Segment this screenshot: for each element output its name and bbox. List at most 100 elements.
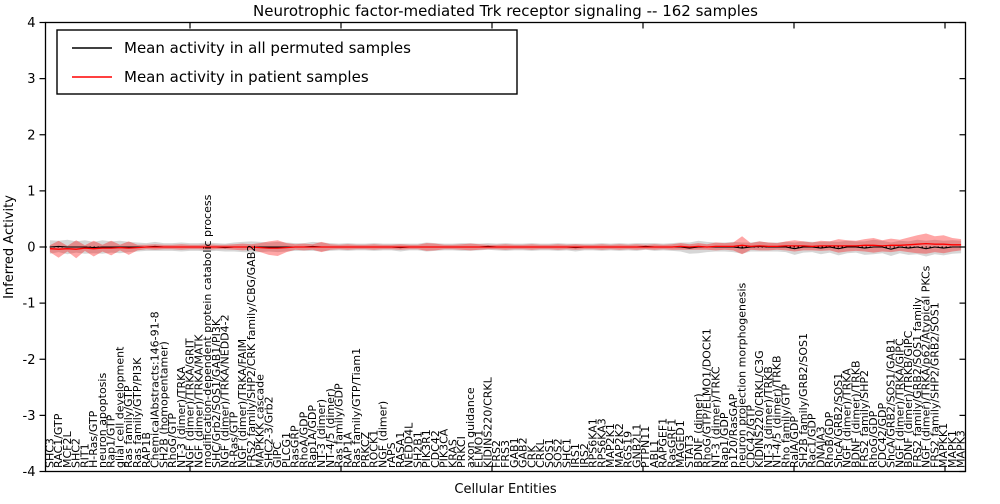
- x-tick-label: NGF (dimer)/TRKA/MATK: [192, 334, 205, 468]
- x-tick-label: FRS2 family/GRB2/SOS1 family: [911, 297, 924, 468]
- x-tick-label: Rap1A/GDP: [306, 405, 319, 468]
- x-tick-label: ShcA/GRB2/SOS1/GAB1: [885, 338, 898, 468]
- x-tick-label: PRKCZ: [359, 431, 372, 468]
- legend-label: Mean activity in all permuted samples: [124, 39, 411, 57]
- x-tick-label: GAB1: [508, 437, 521, 468]
- x-tick-label: RAC1/GTP: [52, 413, 65, 468]
- x-tick-label: GIPC: [271, 442, 284, 468]
- x-tick-label: RGS19: [622, 431, 635, 468]
- x-tick-label: MAPK3: [955, 430, 968, 468]
- x-tick-label: FRS3: [499, 440, 512, 468]
- x-tick-label: ELMO1: [473, 430, 486, 468]
- x-tick-label: RASA1: [394, 432, 407, 468]
- x-tick-label: NGF (dimer)/TRKA/NEDD4-2: [219, 314, 232, 468]
- x-tick-label: NT-3 (dimer): [315, 399, 328, 468]
- x-tick-label: CDC42: [429, 430, 442, 468]
- x-tick-label: NT-4/5 (dimer)/TRKB: [771, 355, 784, 468]
- x-tick-label: MAPKK1: [937, 423, 950, 468]
- x-tick-label: NEDD4L: [403, 422, 416, 468]
- x-tick-label: NGF (dimer)/TRKA/GRIT: [184, 338, 197, 468]
- x-tick-label: RhoG/GTP/ELMO1/DOCK1: [701, 328, 714, 468]
- x-tick-label: GAB2: [517, 437, 530, 468]
- x-tick-label: FRS2 family/SHP2: [858, 370, 871, 468]
- x-tick-label: DNAJA3: [814, 426, 827, 468]
- x-tick-label: ShcA/GRB2/SOS1: [832, 373, 845, 468]
- x-tick-label: NGF (dimer): [376, 401, 389, 468]
- x-tick-label: MAPKKK cascade: [254, 374, 267, 468]
- x-tick-label: CRK: [525, 445, 538, 468]
- x-tick-label: NT-3 (dimer)/TRKB: [762, 366, 775, 468]
- x-tick-label: PIK3R1: [420, 429, 433, 468]
- x-tick-label: SHC/Grb2/SOS1/GAB1/PI3K: [210, 318, 223, 468]
- x-tick-label: Rap1/GTP: [105, 414, 118, 468]
- y-tick-label: 4: [27, 16, 35, 31]
- y-tick-label: -1: [23, 297, 36, 312]
- x-tick-label: RalA/GDP: [788, 416, 801, 468]
- x-tick-label: axon guidance: [464, 387, 477, 468]
- x-tick-label: Ras family/GDP: [333, 383, 346, 468]
- y-tick-label: 2: [27, 128, 35, 143]
- x-tick-label: SOS2: [552, 438, 565, 468]
- x-tick-label: RAP1A: [341, 432, 354, 468]
- x-tick-label: p120/RasGAP: [727, 393, 740, 468]
- x-tick-label: NGF (dimer)/TRKA/FAIM: [236, 339, 249, 468]
- x-tick-label: MCF2L: [61, 431, 74, 468]
- x-tick-label: FRS2 family/SHP2/GRB2/SOS1: [928, 302, 941, 468]
- x-tick-label: MAPK1: [946, 430, 959, 468]
- y-tick-label: 3: [27, 72, 35, 87]
- patient-band: [49, 233, 962, 259]
- y-tick-label: -2: [23, 353, 36, 368]
- x-tick-label: NT-3 (dimer)/TRKA: [175, 366, 188, 468]
- x-tick-label: BDNF (dimer)/TRKB/GIPC: [902, 330, 915, 468]
- x-tick-label: RAPGEF1: [657, 418, 670, 468]
- x-tick-label: SHC2: [70, 438, 83, 468]
- x-tick-label: RhoG/GDP: [867, 410, 880, 468]
- x-tick-label: SH2B1: [411, 431, 424, 468]
- x-tick-label: neuron apoptosis: [96, 373, 109, 468]
- x-tick-label: KIDINS220/CRKL/C3G: [753, 350, 766, 468]
- x-tick-label: SHC2-3/Grb2: [262, 396, 275, 468]
- x-tick-label: RhoA/GDP: [298, 411, 311, 468]
- patient-mean-line: [49, 242, 962, 250]
- x-tick-label: MAGED1: [674, 420, 687, 468]
- x-tick-label: neuron projection morphogenesis: [736, 282, 749, 468]
- x-tick-label: RhoB/GDP: [823, 411, 836, 468]
- x-tick-label: RIT1: [78, 443, 91, 468]
- x-tick-label: IRS1: [569, 443, 582, 468]
- x-tick-label: SH2B family/GRB2/SOS1: [797, 333, 810, 468]
- x-tick-label: NGF (dimer)/TRKA/GIPC: [893, 338, 906, 468]
- chart-title: Neurotrophic factor-mediated Trk recepto…: [253, 2, 758, 20]
- x-tick-label: SOS1: [543, 438, 556, 468]
- x-tick-label: H-Ras/GTP: [87, 410, 100, 468]
- x-tick-label: rAPS: [385, 442, 398, 468]
- x-tick-label: SHC3: [43, 438, 56, 468]
- x-tick-label: ChemicalAbstracts:146-91-8: [149, 311, 162, 468]
- y-axis-label: Inferred Activity: [2, 195, 17, 299]
- x-tick-label: FRS2 family/SHP2/CRK family/CBG/GAB2: [245, 245, 258, 468]
- y-tick-label: 0: [27, 241, 35, 256]
- x-tick-label: glial cell development: [114, 346, 127, 468]
- x-tick-label: NGF (dimer)/TRKA: [841, 368, 854, 468]
- x-tick-label: CRKL: [534, 438, 547, 468]
- y-tick-label: -3: [23, 409, 36, 424]
- x-tick-label: BDNF (dimer)/TRKB: [850, 360, 863, 468]
- x-tick-label: IRS2: [578, 443, 591, 468]
- x-tick-label: RPS6KA1: [587, 418, 600, 468]
- x-tick-label: CDC42/GDP: [876, 402, 889, 468]
- x-tick-label: PTPN11: [639, 426, 652, 468]
- x-tick-label: RasGRF1: [666, 419, 679, 468]
- x-tick-label: KIDINS220/CRKL: [482, 376, 495, 468]
- y-tick-label: -4: [23, 465, 36, 480]
- x-tick-label: RAP1B: [140, 432, 153, 468]
- y-tick-label: 1: [27, 184, 35, 199]
- legend-box: [56, 29, 518, 95]
- x-tick-label: PRKCI: [455, 436, 468, 468]
- x-tick-label: NGF (dimer)/TRKA/p62/Atypical PKCs: [920, 265, 933, 468]
- x-tick-label: Ras family/GTP: [122, 385, 135, 468]
- x-tick-label: SH2B (homopentamer): [157, 341, 170, 468]
- x-tick-label: modification-dependent protein catabolic…: [201, 194, 214, 468]
- x-tick-label: ABL1: [648, 440, 661, 468]
- x-tick-label: Rho family/GTP: [779, 384, 792, 468]
- x-tick-label: MAP2K2: [613, 423, 626, 468]
